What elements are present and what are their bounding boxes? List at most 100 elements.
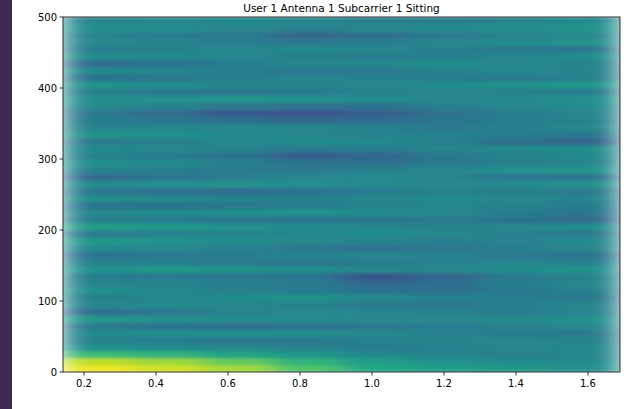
heatmap-cell bbox=[481, 102, 551, 110]
heatmap-cell bbox=[411, 216, 481, 224]
heatmap-cell bbox=[133, 258, 203, 266]
y-tick-label: 500 bbox=[38, 12, 57, 23]
heatmap-cell bbox=[202, 38, 272, 46]
heatmap-cell bbox=[550, 53, 620, 61]
heatmap-cell bbox=[202, 187, 272, 195]
heatmap-cell bbox=[481, 67, 551, 75]
heatmap-cell bbox=[63, 60, 133, 68]
heatmap-cell bbox=[481, 53, 551, 61]
heatmap-cell bbox=[133, 81, 203, 89]
heatmap-cell bbox=[202, 344, 272, 352]
heatmap-cell bbox=[550, 266, 620, 274]
heatmap-cell bbox=[202, 258, 272, 266]
heatmap-cell bbox=[550, 344, 620, 352]
heatmap-cell bbox=[133, 266, 203, 274]
heatmap-cell bbox=[550, 138, 620, 146]
heatmap-cell bbox=[481, 251, 551, 259]
heatmap-cell bbox=[133, 53, 203, 61]
heatmap-cell bbox=[202, 159, 272, 167]
heatmap-cell bbox=[550, 145, 620, 153]
heatmap-cell bbox=[133, 251, 203, 259]
heatmap-cell bbox=[411, 322, 481, 330]
heatmap-cell bbox=[550, 195, 620, 203]
heatmap-cell bbox=[481, 131, 551, 139]
heatmap-cell bbox=[272, 166, 342, 174]
heatmap-cell bbox=[481, 301, 551, 309]
heatmap-cell bbox=[550, 60, 620, 68]
heatmap-cell bbox=[550, 74, 620, 82]
heatmap-cell bbox=[202, 124, 272, 132]
y-tick bbox=[60, 17, 64, 18]
x-tick-label: 1.4 bbox=[508, 378, 524, 389]
heatmap-cell bbox=[411, 308, 481, 316]
heatmap-cell bbox=[411, 17, 481, 25]
heatmap-cell bbox=[342, 187, 412, 195]
heatmap-cell bbox=[481, 223, 551, 231]
heatmap-cell bbox=[342, 209, 412, 217]
heatmap-cell bbox=[411, 365, 481, 372]
heatmap-cell bbox=[550, 280, 620, 288]
heatmap-cell bbox=[272, 244, 342, 252]
heatmap-cell bbox=[272, 124, 342, 132]
heatmap-cell bbox=[272, 102, 342, 110]
heatmap-cell bbox=[272, 344, 342, 352]
heatmap-cell bbox=[342, 322, 412, 330]
heatmap-cell bbox=[550, 237, 620, 245]
heatmap-cell bbox=[202, 337, 272, 345]
heatmap-cell bbox=[342, 31, 412, 39]
heatmap-cell bbox=[342, 365, 412, 372]
heatmap-cell bbox=[411, 159, 481, 167]
x-tick bbox=[299, 372, 300, 376]
heatmap-cell bbox=[411, 60, 481, 68]
heatmap-cell bbox=[481, 365, 551, 372]
heatmap-cell bbox=[202, 138, 272, 146]
heatmap-cell bbox=[133, 223, 203, 231]
heatmap-cell bbox=[550, 131, 620, 139]
heatmap-cell bbox=[342, 138, 412, 146]
heatmap-cell bbox=[550, 301, 620, 309]
heatmap-cell bbox=[342, 315, 412, 323]
y-tick-label: 300 bbox=[38, 154, 57, 165]
heatmap-cell bbox=[550, 166, 620, 174]
heatmap-cell bbox=[133, 365, 203, 372]
heatmap-cell bbox=[202, 244, 272, 252]
heatmap-cell bbox=[133, 273, 203, 281]
heatmap-cell bbox=[272, 173, 342, 181]
heatmap-cell bbox=[63, 329, 133, 337]
heatmap-cell bbox=[133, 45, 203, 53]
heatmap-cell bbox=[133, 17, 203, 25]
heatmap-cell bbox=[202, 365, 272, 372]
heatmap-cell bbox=[550, 329, 620, 337]
heatmap-cell bbox=[481, 31, 551, 39]
heatmap-cell bbox=[63, 102, 133, 110]
heatmap-cell bbox=[481, 337, 551, 345]
heatmap-cell bbox=[342, 266, 412, 274]
heatmap-cell bbox=[550, 315, 620, 323]
heatmap-cell bbox=[133, 124, 203, 132]
heatmap-cell bbox=[133, 280, 203, 288]
heatmap-cell bbox=[342, 180, 412, 188]
heatmap-cell bbox=[202, 60, 272, 68]
heatmap-cell bbox=[133, 88, 203, 96]
heatmap-cell bbox=[411, 95, 481, 103]
heatmap-cell bbox=[481, 74, 551, 82]
heatmap-cell bbox=[202, 308, 272, 316]
heatmap-cell bbox=[411, 251, 481, 259]
heatmap-cell bbox=[133, 237, 203, 245]
heatmap-cell bbox=[63, 116, 133, 124]
heatmap-cell bbox=[411, 202, 481, 210]
heatmap-cell bbox=[411, 88, 481, 96]
heatmap-cell bbox=[272, 116, 342, 124]
heatmap-cell bbox=[342, 81, 412, 89]
heatmap-cell bbox=[550, 116, 620, 124]
heatmap-cell bbox=[202, 180, 272, 188]
heatmap-cell bbox=[550, 202, 620, 210]
heatmap-cell bbox=[550, 88, 620, 96]
heatmap-cell bbox=[481, 138, 551, 146]
heatmap-cell bbox=[63, 251, 133, 259]
heatmap-cell bbox=[63, 45, 133, 53]
heatmap-cell bbox=[63, 24, 133, 32]
heatmap-cell bbox=[63, 322, 133, 330]
heatmap-cell bbox=[481, 152, 551, 160]
heatmap-cell bbox=[272, 315, 342, 323]
